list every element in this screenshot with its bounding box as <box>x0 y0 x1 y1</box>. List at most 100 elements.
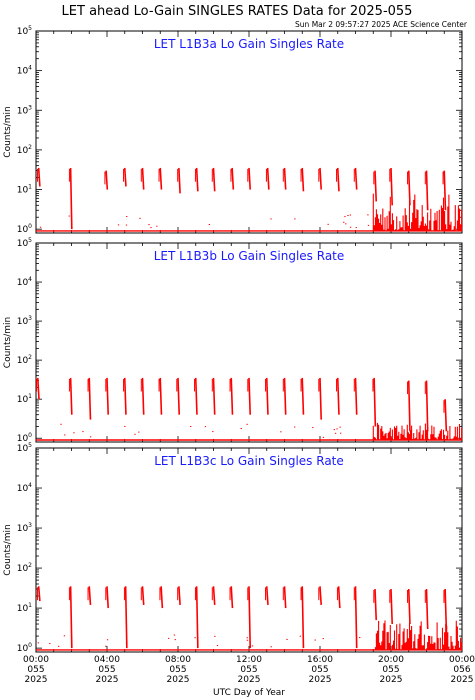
spike <box>141 586 145 605</box>
sparse-point <box>105 645 107 647</box>
y-tick-label: 104 <box>17 276 32 288</box>
sparse-point <box>246 423 248 425</box>
sparse-point <box>359 637 361 639</box>
spike <box>159 167 163 190</box>
spike <box>444 399 448 432</box>
spike <box>231 167 235 190</box>
sparse-point <box>299 635 302 637</box>
y-tick-label: 103 <box>17 315 32 327</box>
sparse-point <box>194 637 196 639</box>
spike <box>373 377 377 427</box>
x-tick-label: 2025 <box>238 675 261 685</box>
sparse-point <box>148 224 150 226</box>
sparse-point <box>294 218 296 220</box>
noise-trace <box>372 620 463 650</box>
spike <box>319 377 322 420</box>
spike <box>88 377 92 420</box>
y-tick-label: 100 <box>17 642 32 654</box>
chart-title: LET ahead Lo-Gain SINGLES RATES Data for… <box>62 4 413 19</box>
y-tick-label: 102 <box>17 562 32 574</box>
y-tick-label: 100 <box>17 432 32 444</box>
y-tick-label: 101 <box>17 393 32 405</box>
y-tick-label: 103 <box>17 104 32 116</box>
spike <box>37 167 41 187</box>
spike <box>283 377 287 415</box>
sparse-point <box>89 436 92 438</box>
y-axis-label: Counts/min <box>3 106 13 157</box>
spike <box>336 377 340 415</box>
noise-trace <box>372 422 463 440</box>
y-tick-label: 101 <box>17 602 32 614</box>
panel-title: LET L1B3b Lo Gain Singles Rate <box>154 249 345 263</box>
spike <box>319 586 322 605</box>
x-tick-label: 055 <box>27 665 44 675</box>
sparse-point <box>251 645 254 647</box>
x-tick-label: 055 <box>382 665 399 675</box>
sparse-point <box>126 215 128 217</box>
generation-timestamp: Sun Mar 2 09:57:27 2025 ACE Science Cent… <box>295 20 468 29</box>
sparse-point <box>49 643 51 645</box>
sparse-point <box>322 638 324 640</box>
x-axis-label: UTC Day of Year <box>213 688 285 698</box>
y-tick-label: 105 <box>17 442 32 454</box>
sparse-point <box>344 216 346 218</box>
spike <box>425 588 429 630</box>
x-tick-label: 2025 <box>96 675 119 685</box>
y-tick-label: 100 <box>17 223 32 235</box>
spike <box>425 170 429 211</box>
sparse-point <box>340 432 342 434</box>
spike <box>301 167 305 192</box>
y-tick-label: 104 <box>17 482 32 494</box>
sparse-point <box>343 221 345 223</box>
sparse-point <box>246 637 248 639</box>
sparse-point <box>240 428 242 430</box>
sparse-point <box>327 223 329 225</box>
spike <box>36 377 40 400</box>
sparse-point <box>286 638 288 640</box>
spike <box>212 167 216 192</box>
sparse-point <box>167 637 170 639</box>
x-tick-label: 055 <box>169 665 186 675</box>
sparse-point <box>68 215 70 217</box>
x-tick-label: 055 <box>311 665 328 675</box>
sparse-point <box>125 642 128 644</box>
sparse-point <box>190 426 192 428</box>
spike <box>141 377 145 415</box>
series-3 <box>36 586 463 651</box>
panel-2: 100 101 102 103 104 105 Counts/min LET L1B3b Lo… <box>3 237 463 444</box>
spike <box>88 586 92 605</box>
spike <box>354 167 358 190</box>
plot-frame <box>35 242 463 443</box>
spike <box>407 380 411 432</box>
spike <box>425 380 429 432</box>
sparse-point <box>314 639 316 641</box>
spike <box>390 167 393 206</box>
sparse-point <box>174 639 176 641</box>
sparse-point <box>270 646 272 648</box>
sparse-point <box>336 428 338 430</box>
sparse-point <box>106 639 109 641</box>
sparse-point <box>138 431 140 433</box>
y-tick-label: 103 <box>17 522 32 534</box>
spike <box>301 586 305 649</box>
spike <box>265 586 269 605</box>
x-tick-label: 2025 <box>25 675 48 685</box>
sparse-point <box>349 226 352 228</box>
x-tick-label: 2025 <box>309 675 332 685</box>
spike <box>177 377 180 415</box>
sparse-point <box>367 214 369 216</box>
panel-1: 100 101 102 103 104 105 Counts/min LET L1B3a Lo… <box>3 25 463 235</box>
spike <box>178 586 181 605</box>
spike <box>159 377 163 415</box>
y-axis-label: Counts/min <box>3 524 13 575</box>
x-tick-label: 055 <box>98 665 115 675</box>
sparse-point <box>280 431 282 433</box>
sparse-point <box>60 423 62 425</box>
sparse-point <box>312 427 314 429</box>
spike <box>337 586 341 609</box>
y-tick-label: 105 <box>17 25 32 37</box>
spike <box>374 588 378 621</box>
sparse-point <box>355 227 357 229</box>
y-tick-label: 101 <box>17 184 32 196</box>
